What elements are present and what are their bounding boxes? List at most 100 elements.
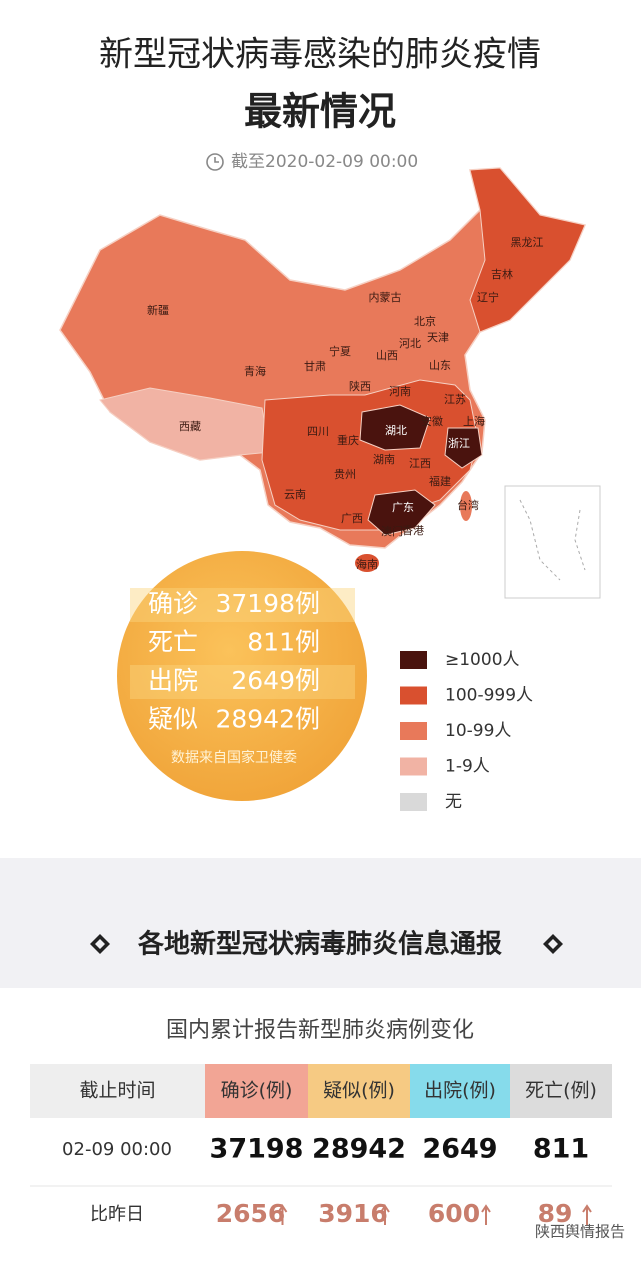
legend: ≥1000人 100-999人 10-99人 1-9人无 (400, 650, 533, 812)
province-label: 重庆 (337, 433, 359, 447)
province-label: 江苏 (444, 393, 466, 406)
legend-swatch (400, 722, 427, 740)
summary-circle (117, 551, 367, 801)
table-card (0, 988, 641, 1261)
header-text: 死亡(例) (525, 1080, 597, 1102)
province-label: 香港 (402, 524, 424, 537)
province-label: 贵州 (334, 468, 356, 481)
region-zhejiang (444, 427, 483, 469)
table: 截止时间 确诊(例) 疑似(例) 出院(例) 死亡(例) 02-09 00:00 37198… (30, 1064, 612, 1228)
cell-value: 600 (428, 1199, 480, 1228)
province-label: 江西 (409, 457, 431, 470)
section-title: 各地新型冠状病毒肺炎信息通报 (137, 929, 502, 960)
up-arrow (481, 1204, 491, 1225)
summary-value: 37198例 (215, 589, 320, 618)
legend-label: 100-999人 (445, 686, 533, 706)
summary-value: 2649例 (231, 666, 320, 695)
table-title: 国内累计报告新型肺炎病例变化 (166, 1018, 474, 1043)
header-text: 截止时间 (79, 1080, 155, 1102)
header-text: 出院(例) (424, 1080, 496, 1102)
watermark: 陕西舆情报告 (535, 1223, 625, 1241)
province-label: 青海 (244, 364, 266, 378)
region-taiwan (460, 491, 472, 521)
legend-label: 10-99人 (445, 721, 511, 741)
header-cell (510, 1064, 612, 1118)
summary-value: 28942例 (215, 705, 320, 734)
province-label: 澳门 (381, 524, 403, 538)
legend-label: 1-9人 (445, 757, 490, 777)
province-label: 上海 (463, 414, 485, 428)
province-label: 湖北 (385, 424, 407, 437)
province-label: 四川 (307, 425, 329, 438)
clock-hand (214, 157, 219, 163)
header-cell (410, 1064, 510, 1118)
cell-value: 37198 (210, 1134, 304, 1165)
diamond-right (543, 934, 563, 954)
province-label: 广西 (341, 512, 363, 525)
province-label: 宁夏 (329, 344, 351, 358)
region-light (99, 387, 271, 461)
legend-swatch (400, 793, 427, 811)
province-label: 辽宁 (477, 290, 499, 304)
map (59, 167, 601, 599)
summary-value: 811例 (247, 628, 320, 657)
province-label: 河南 (389, 385, 411, 398)
diamond-left (90, 934, 110, 954)
region-ne (469, 167, 586, 333)
up-arrow (380, 1204, 390, 1225)
province-label: 甘肃 (304, 360, 326, 373)
province-label: 河北 (399, 337, 421, 350)
header-cell (205, 1064, 308, 1118)
province-label: 台湾 (457, 498, 479, 512)
cell-value: 811 (533, 1134, 589, 1165)
summary-label: 确诊 (148, 589, 198, 618)
subtitle: 最新情况 (244, 90, 396, 134)
cell-value: 2649 (422, 1134, 497, 1165)
province-label: 湖南 (373, 453, 395, 466)
cell-value: 2656 (216, 1199, 286, 1228)
region-hainan (355, 554, 379, 572)
legend-swatch (400, 651, 427, 669)
summary-band (130, 588, 355, 622)
province-label: 陕西 (349, 379, 371, 393)
cell-value: 89 (538, 1199, 573, 1228)
province-label: 北京 (414, 314, 436, 328)
region-guangdong (367, 489, 436, 536)
inset (504, 485, 601, 599)
province-label: 山东 (429, 359, 451, 372)
summary-label: 死亡 (148, 628, 198, 657)
clock-icon (206, 153, 224, 171)
province-label: 安徽 (421, 414, 443, 428)
header-text: 确诊(例) (221, 1080, 293, 1102)
row-label: 比昨日 (90, 1204, 144, 1225)
summary-label: 出院 (148, 666, 198, 695)
as-of: 截至2020-02-09 00:00 (231, 152, 418, 172)
province-label: 内蒙古 (369, 290, 402, 304)
province-label: 天津 (427, 331, 449, 344)
header-text: 疑似(例) (323, 1080, 395, 1102)
header-cell (308, 1064, 410, 1118)
up-arrow (582, 1204, 592, 1225)
row-label: 02-09 00:00 (62, 1139, 172, 1160)
province-label: 海南 (356, 557, 378, 571)
cell-value: 28942 (312, 1134, 406, 1165)
region-hubei (359, 404, 431, 451)
province-label: 福建 (429, 474, 451, 488)
legend-label: 无 (445, 792, 462, 812)
province-label: 云南 (284, 488, 306, 501)
province-label: 西藏 (179, 420, 201, 433)
inset-lines (519, 499, 586, 581)
cell-value: 3916 (318, 1199, 388, 1228)
source: 数据来自国家卫健委 (171, 749, 297, 766)
header-cell (30, 1064, 205, 1118)
legend-swatch (400, 686, 427, 705)
province-label: 新疆 (147, 303, 169, 317)
province-label: 浙江 (448, 437, 470, 450)
province-label: 广东 (392, 501, 414, 514)
title: 新型冠状病毒感染的肺炎疫情 (99, 35, 541, 75)
summary-label: 疑似 (148, 705, 198, 734)
legend-label: ≥1000人 (445, 650, 520, 670)
